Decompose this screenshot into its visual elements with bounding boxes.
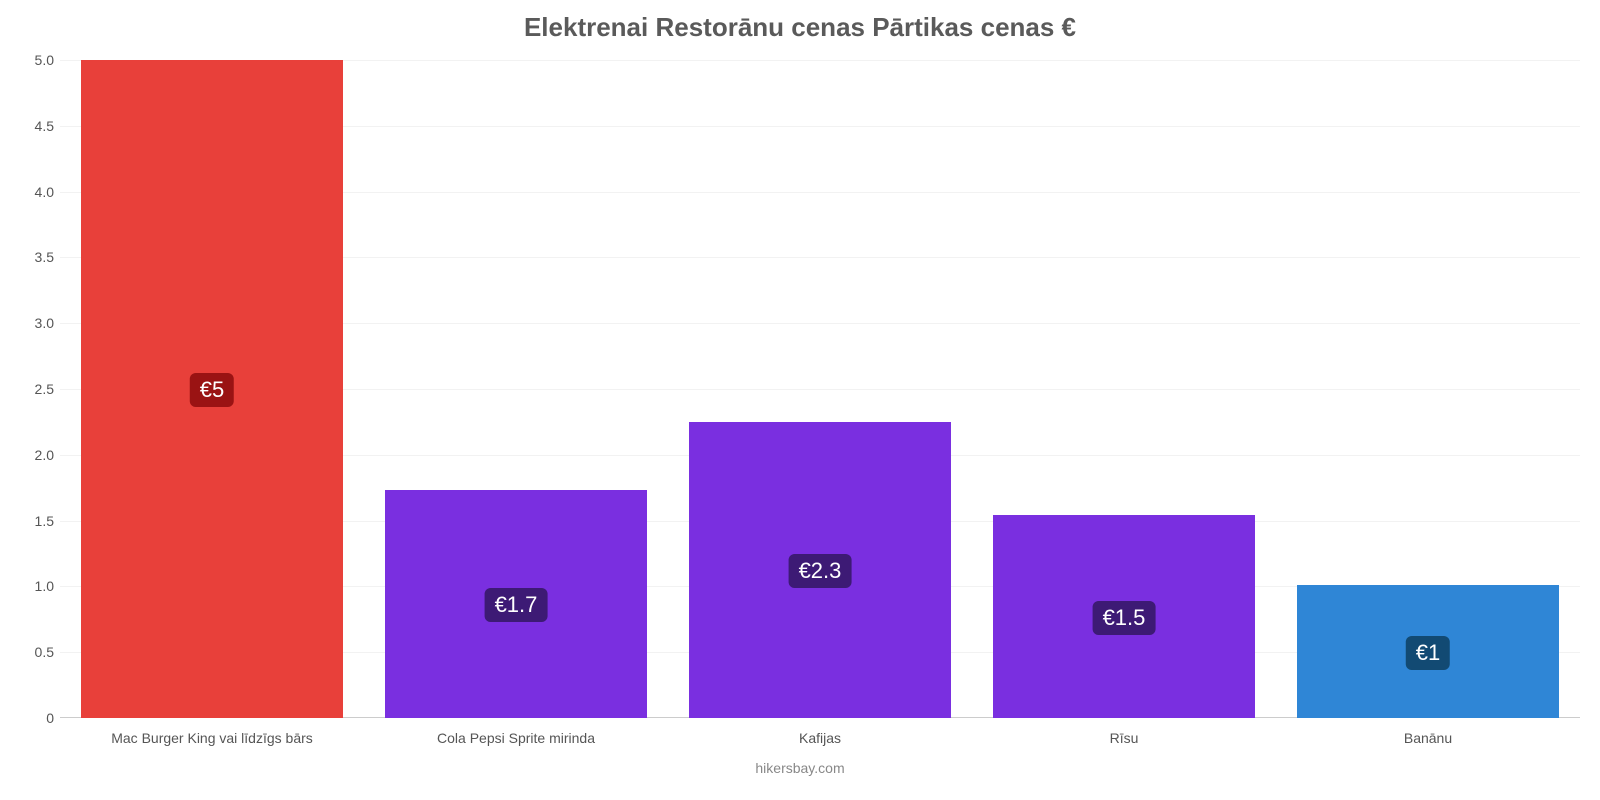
value-badge: €5: [190, 373, 234, 407]
x-category-label: Mac Burger King vai līdzīgs bārs: [111, 730, 313, 746]
bar-chart: Elektrenai Restorānu cenas Pārtikas cena…: [0, 0, 1600, 800]
bar: €2.3: [689, 422, 950, 718]
bar-slot: €2.3: [668, 60, 972, 718]
y-tick-label: 2.5: [10, 381, 54, 397]
y-tick-label: 0: [10, 710, 54, 726]
value-badge: €1.7: [485, 588, 548, 622]
bar: €1.7: [385, 490, 646, 718]
x-category-label: Rīsu: [1110, 730, 1139, 746]
bar-slot: €1.7: [364, 60, 668, 718]
x-category-label: Cola Pepsi Sprite mirinda: [437, 730, 595, 746]
bar-slot: €1.5: [972, 60, 1276, 718]
plot-area: 00.51.01.52.02.53.03.54.04.55.0€5Mac Bur…: [60, 60, 1580, 718]
y-tick-label: 5.0: [10, 52, 54, 68]
x-category-label: Kafijas: [799, 730, 841, 746]
y-tick-label: 0.5: [10, 644, 54, 660]
y-tick-label: 4.0: [10, 184, 54, 200]
y-tick-label: 1.0: [10, 578, 54, 594]
y-tick-label: 1.5: [10, 513, 54, 529]
y-tick-label: 4.5: [10, 118, 54, 134]
y-tick-label: 3.5: [10, 249, 54, 265]
value-badge: €2.3: [789, 554, 852, 588]
y-tick-label: 2.0: [10, 447, 54, 463]
value-badge: €1.5: [1093, 601, 1156, 635]
x-category-label: Banānu: [1404, 730, 1452, 746]
bar: €1.5: [993, 515, 1254, 718]
chart-title: Elektrenai Restorānu cenas Pārtikas cena…: [0, 0, 1600, 43]
bar: €1: [1297, 585, 1558, 718]
bar: €5: [81, 60, 342, 718]
y-tick-label: 3.0: [10, 315, 54, 331]
bar-slot: €5: [60, 60, 364, 718]
bar-slot: €1: [1276, 60, 1580, 718]
chart-credit: hikersbay.com: [0, 760, 1600, 776]
value-badge: €1: [1406, 636, 1450, 670]
